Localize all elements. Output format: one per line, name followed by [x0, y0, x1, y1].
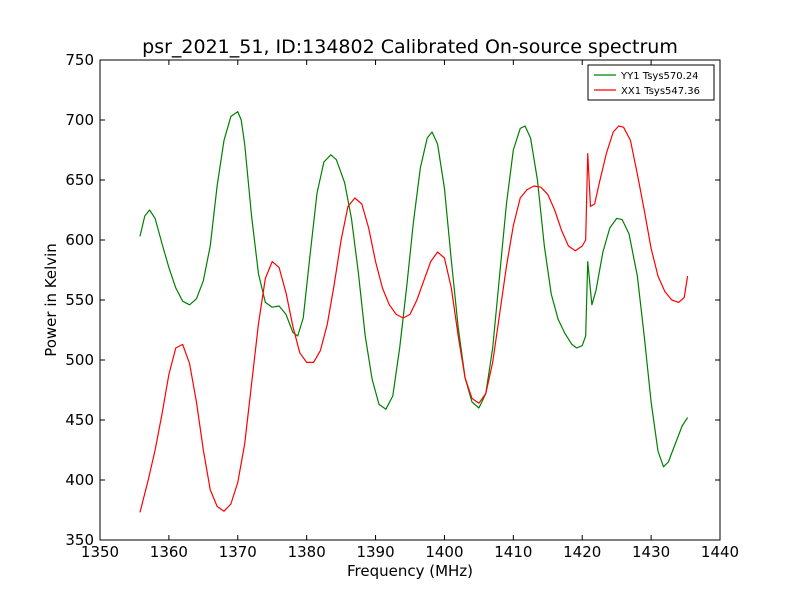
y-tick-label: 750 [65, 51, 94, 69]
x-tick-label: 1380 [288, 543, 326, 561]
x-tick-label: 1410 [494, 543, 532, 561]
x-tick-label: 1350 [81, 543, 119, 561]
y-tick-label: 700 [65, 111, 94, 129]
x-tick-label: 1360 [150, 543, 188, 561]
x-tick-label: 1370 [219, 543, 257, 561]
y-tick-label: 600 [65, 231, 94, 249]
y-tick-label: 350 [65, 531, 94, 549]
series-line-xx1 [139, 125, 689, 513]
y-tick-label: 500 [65, 351, 94, 369]
x-tick-label: 1420 [563, 543, 601, 561]
x-axis-label: Frequency (MHz) [347, 562, 473, 580]
y-tick-label: 450 [65, 411, 94, 429]
x-tick-label: 1390 [356, 543, 394, 561]
y-tick-label: 400 [65, 471, 94, 489]
y-axis-label: Power in Kelvin [42, 243, 60, 357]
y-tick-label: 650 [65, 171, 94, 189]
legend-entry: YY1 Tsys570.24 [620, 71, 699, 82]
legend-box [587, 64, 715, 101]
y-tick-label: 550 [65, 291, 94, 309]
series-line-yy1 [139, 111, 689, 468]
x-axis-ticks: 1350 1360 1370 1380 1390 1400 1410 1420 1430 1440 [81, 60, 739, 561]
x-tick-label: 1440 [701, 543, 739, 561]
legend-entry: XX1 Tsys547.36 [621, 86, 700, 97]
x-tick-label: 1430 [632, 543, 670, 561]
x-tick-label: 1400 [425, 543, 463, 561]
chart-title: psr_2021_51, ID:134802 Calibrated On-sou… [142, 36, 678, 58]
y-axis-ticks: 350 400 450 500 550 600 650 700 750 [65, 51, 720, 549]
legend: YY1 Tsys570.24 XX1 Tsys547.36 [587, 64, 715, 101]
